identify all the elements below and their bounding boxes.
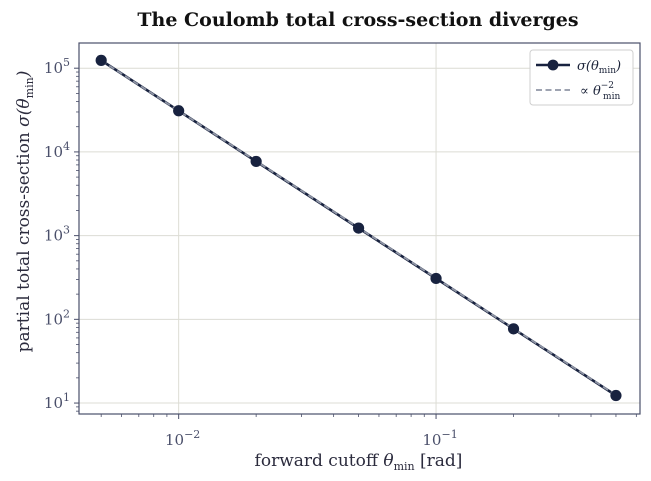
data-point (352, 222, 365, 234)
x-label-subscript: min (394, 460, 415, 473)
y-tick-label: 101 (44, 391, 70, 412)
tick-base: 10 (44, 59, 63, 77)
legend-sigma-subscript: min (599, 66, 616, 76)
tick-base: 10 (165, 431, 184, 449)
axes (78, 42, 641, 415)
legend-sigma-close: ) (615, 59, 621, 74)
tick-exponent: −1 (441, 428, 457, 441)
data-point (250, 155, 262, 168)
y-tick-label: 104 (44, 140, 70, 161)
legend-proportional-symbol: ∝ (580, 84, 593, 99)
tick-exponent: 5 (63, 56, 70, 69)
tick-exponent: −2 (184, 428, 200, 441)
tick-base: 10 (44, 143, 63, 161)
x-tick-label: 10−1 (422, 428, 457, 449)
legend-entry-reference: ∝ θ−2 min (536, 81, 620, 102)
tick-exponent: 2 (63, 307, 70, 320)
y-tick-label: 102 (44, 307, 70, 328)
y-label-subscript: min (23, 77, 36, 98)
y-axis-label: partial total cross-section σ(θmin) (14, 71, 36, 353)
legend-entry-sigma: σ(θmin) (536, 59, 621, 76)
y-label-sigma: σ( (14, 108, 34, 127)
x-label-theta: θ (383, 451, 393, 471)
tick-base: 10 (44, 394, 63, 412)
legend-marker-sigma (547, 59, 559, 71)
chart-title: The Coulomb total cross-section diverges (137, 9, 578, 31)
legend-sigma-theta: θ (591, 59, 599, 74)
tick-base: 10 (422, 431, 441, 449)
tick-base: 10 (44, 310, 63, 328)
tick-base: 10 (44, 227, 63, 245)
series-layer (95, 54, 622, 402)
legend-ref-exponent: −2 (601, 81, 614, 91)
axis-labels: forward cutoff θmin [rad]partial total c… (14, 71, 462, 473)
y-label-theta: θ (14, 98, 34, 108)
x-label-unit: [rad] (415, 451, 463, 471)
data-point (610, 389, 622, 402)
x-axis-label: forward cutoff θmin [rad] (255, 451, 463, 473)
y-tick-label: 105 (44, 56, 70, 77)
legend-sigma-symbol: σ( (577, 59, 592, 74)
y-label-close: ) (14, 71, 34, 79)
data-point (507, 323, 520, 335)
x-tick-label: 10−2 (165, 428, 200, 449)
y-label-text: partial total cross-section (14, 127, 34, 353)
tick-exponent: 3 (63, 224, 70, 237)
plot-frame (78, 42, 641, 415)
data-point (173, 105, 185, 117)
legend-label-reference: ∝ θ−2 min (580, 81, 620, 102)
legend-ref-theta: θ (593, 84, 601, 99)
grid (79, 43, 640, 414)
tick-exponent: 1 (63, 391, 70, 404)
x-label-text: forward cutoff (255, 451, 384, 471)
tick-exponent: 4 (63, 140, 70, 153)
legend-label-sigma: σ(θmin) (577, 59, 621, 76)
legend: σ(θmin)∝ θ−2 min (529, 49, 634, 106)
data-point (95, 54, 107, 66)
data-point (430, 272, 442, 285)
legend-ref-subscript: min (603, 92, 620, 102)
y-tick-label: 103 (44, 224, 70, 245)
